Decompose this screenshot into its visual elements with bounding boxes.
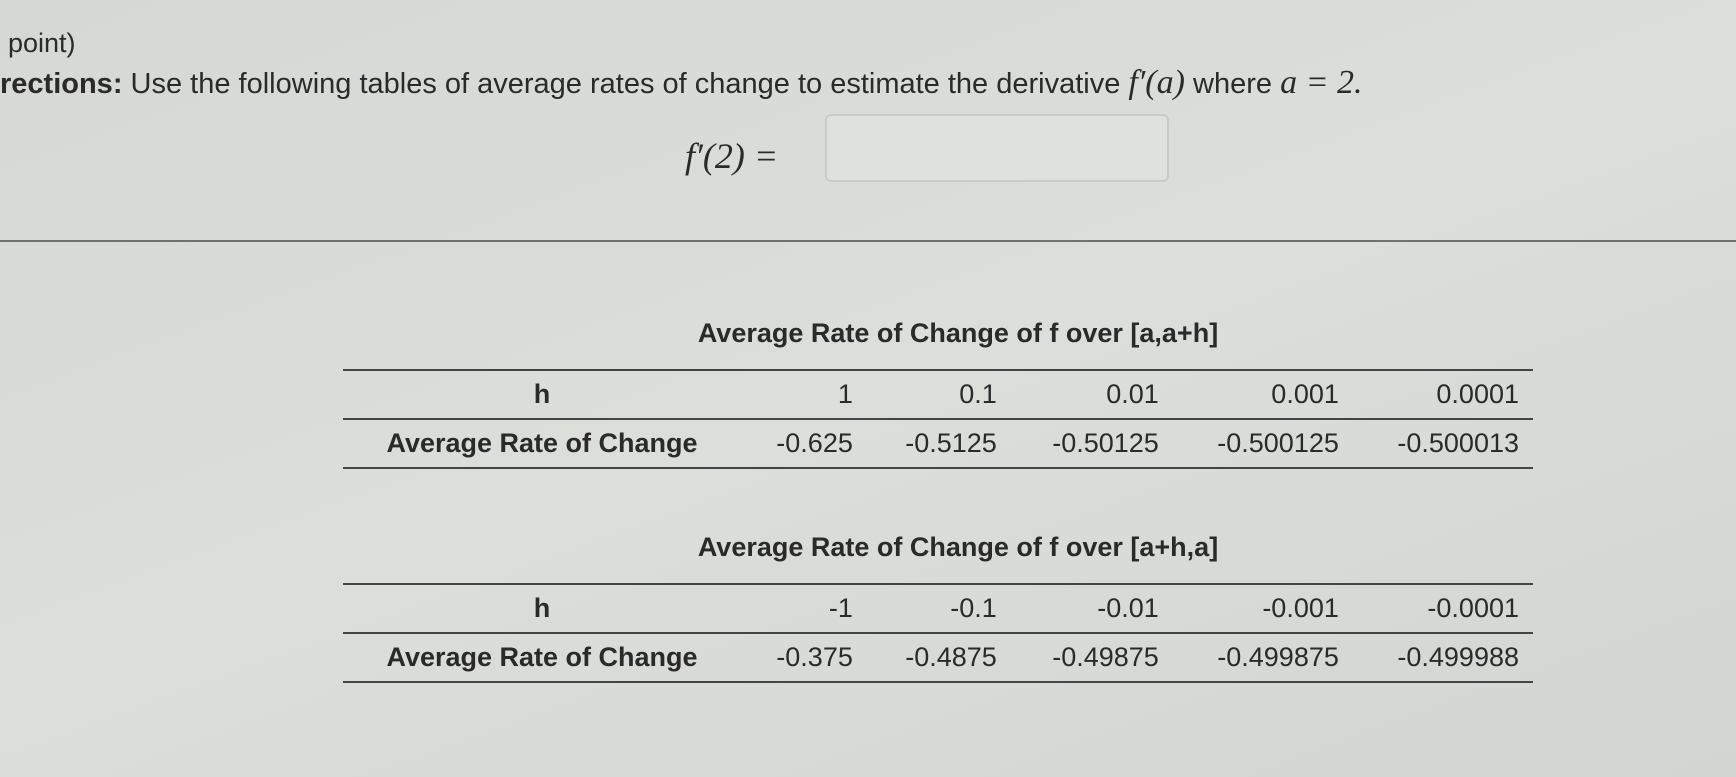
cell: -0.499875 [1217,642,1339,672]
cell: -0.50125 [1052,428,1159,458]
cell: 1 [741,370,867,420]
table-title: Average Rate of Change of f over [a+h,a] [697,532,1219,562]
row-header: Average Rate of Change [386,642,698,672]
directions-expr: f′(a) [1128,64,1185,101]
cell: -0.01 [1010,584,1173,634]
cell: -0.500013 [1397,428,1519,458]
cell: -0.49875 [1052,642,1159,672]
row-header: h [343,370,741,420]
cell: -1 [741,584,867,634]
cell: -0.500125 [1217,428,1339,458]
cell: -0.5125 [905,428,997,458]
table-row: h -1 -0.1 -0.01 -0.001 -0.0001 [343,584,1533,634]
cell: -0.4875 [905,642,997,672]
row-header: Average Rate of Change [386,428,698,458]
table-block: Average Rate of Change of f over [a+h,a]… [343,532,1533,683]
rate-table: h -1 -0.1 -0.01 -0.001 -0.0001 Average Rate of… [343,583,1533,683]
cell: -0.1 [866,584,1011,634]
directions-label: rections: [0,68,123,100]
points: point) [8,28,76,58]
cell: 0.0001 [1352,370,1533,420]
table-title: Average Rate of Change of f over [a,a+h] [697,318,1219,348]
cell: 0.01 [1010,370,1173,420]
row-header: h [343,584,741,634]
directions: rections: Use the following tables of av… [0,64,1363,102]
cell: -0.001 [1172,584,1353,634]
table-row: h 1 0.1 0.01 0.001 0.0001 [343,370,1533,420]
cell: -0.375 [776,642,853,672]
cell: -0.499988 [1397,642,1519,672]
answer-label: f′(2) = [685,136,779,176]
cell: 0.1 [866,370,1011,420]
directions-condition: a = 2. [1280,64,1363,101]
table-row: Average Rate of Change -0.625 -0.5125 -0.50… [343,419,1533,468]
answer-input[interactable] [825,114,1169,182]
directions-where: where [1193,68,1272,100]
cell: -0.0001 [1352,584,1533,634]
table-block: Average Rate of Change of f over [a,a+h]… [343,318,1533,469]
directions-text: Use the following tables of average rate… [130,68,1121,100]
table-row: Average Rate of Change -0.375 -0.4875 -0.49… [343,633,1533,682]
cell: -0.625 [776,428,853,458]
cell: 0.001 [1172,370,1353,420]
divider [0,240,1736,242]
rate-table: h 1 0.1 0.01 0.001 0.0001 Average Rate of Chan… [343,369,1533,469]
